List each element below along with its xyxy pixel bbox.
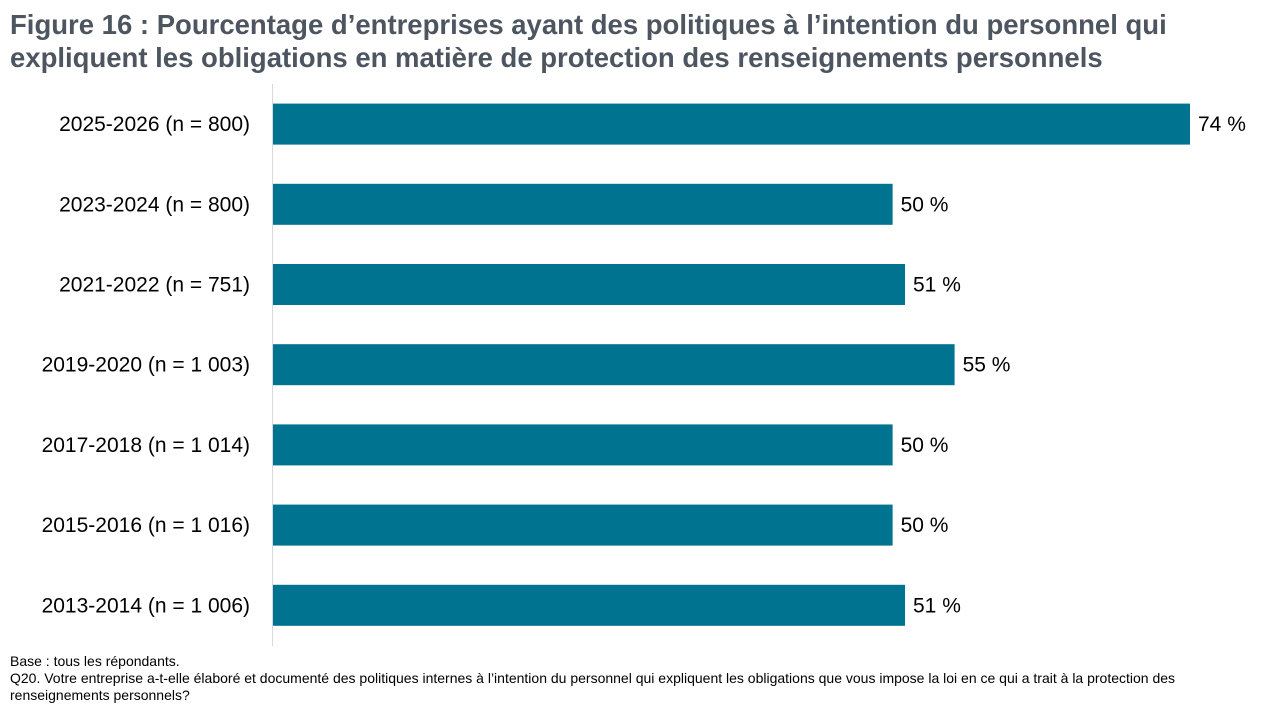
category-label-1: 2023-2024 (n = 800) <box>59 193 250 216</box>
data-label-0: 74 % <box>1198 113 1246 136</box>
category-label-6: 2013-2014 (n = 1 006) <box>42 594 250 617</box>
bar-group: 2025-2026 (n = 800) 74 % 2023-2024 (n = 80… <box>42 103 1246 626</box>
bar-1 <box>273 183 893 225</box>
data-label-5: 50 % <box>901 514 949 537</box>
data-label-2: 51 % <box>913 274 961 297</box>
bar-3 <box>273 344 955 386</box>
bar-4 <box>273 424 893 466</box>
question-note: Q20. Votre entreprise a-t-elle élaboré e… <box>10 670 1176 703</box>
bar-5 <box>273 504 893 546</box>
bar-2 <box>273 264 905 305</box>
category-label-5: 2015-2016 (n = 1 016) <box>42 514 250 537</box>
category-label-2: 2021-2022 (n = 751) <box>59 274 250 297</box>
data-label-3: 55 % <box>963 354 1011 377</box>
base-note: Base : tous les répondants. <box>10 653 180 669</box>
category-label-3: 2019-2020 (n = 1 003) <box>42 354 250 377</box>
category-label-4: 2017-2018 (n = 1 014) <box>42 434 250 457</box>
chart-title: Figure 16 : Pourcentage d’entreprises ay… <box>10 9 1167 73</box>
category-label-0: 2025-2026 (n = 800) <box>59 113 250 136</box>
data-label-6: 51 % <box>913 594 961 617</box>
data-label-1: 50 % <box>901 193 949 216</box>
bar-0 <box>273 103 1190 145</box>
bar-6 <box>273 584 905 626</box>
chart-notes: Base : tous les répondants. Q20. Votre e… <box>10 653 1210 704</box>
data-label-4: 50 % <box>901 434 949 457</box>
